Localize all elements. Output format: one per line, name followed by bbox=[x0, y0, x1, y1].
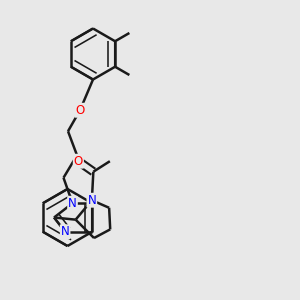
Text: O: O bbox=[74, 155, 83, 168]
Text: N: N bbox=[88, 194, 96, 207]
Text: N: N bbox=[68, 197, 77, 210]
Text: O: O bbox=[75, 104, 85, 117]
Text: N: N bbox=[61, 225, 70, 238]
